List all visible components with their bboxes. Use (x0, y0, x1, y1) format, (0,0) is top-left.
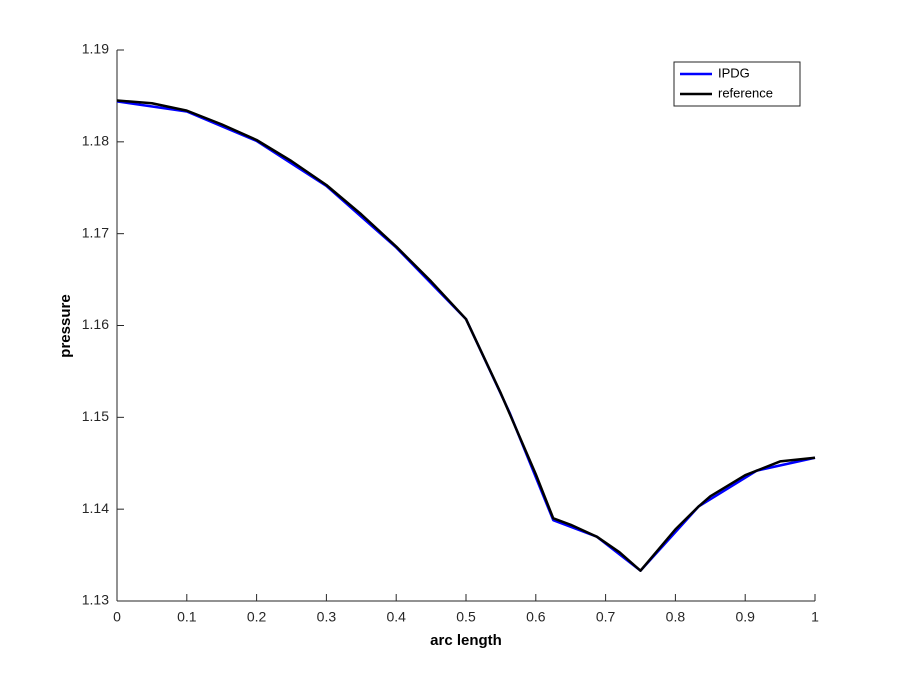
x-tick-label: 0.8 (666, 609, 686, 625)
y-axis-label: pressure (57, 294, 74, 357)
x-tick-label: 0.2 (247, 609, 267, 625)
x-tick-label: 0.6 (526, 609, 546, 625)
y-tick-label: 1.17 (82, 224, 109, 240)
x-tick-label: 0.7 (596, 609, 616, 625)
x-axis-label: arc length (430, 632, 502, 649)
x-tick-label: 0 (113, 609, 121, 625)
x-tick-label: 0.4 (386, 609, 406, 625)
x-tick-label: 0.9 (735, 609, 755, 625)
y-tick-label: 1.19 (82, 41, 109, 57)
line (116, 99, 816, 572)
x-tick-label: 0.3 (317, 609, 337, 625)
x-tick-label: 0.5 (456, 609, 476, 625)
legend-label: IPDG (718, 65, 750, 80)
x-tick-label: 1 (811, 609, 819, 625)
y-tick-label: 1.13 (82, 592, 109, 608)
legend-label: reference (718, 85, 773, 100)
y-tick-label: 1.14 (82, 500, 109, 516)
x-tick-label: 0.1 (177, 609, 197, 625)
legend-box (673, 61, 801, 107)
y-tick-label: 1.18 (82, 133, 109, 149)
y-tick-label: 1.16 (82, 316, 109, 332)
line (116, 100, 816, 572)
y-tick-label: 1.15 (82, 408, 109, 424)
